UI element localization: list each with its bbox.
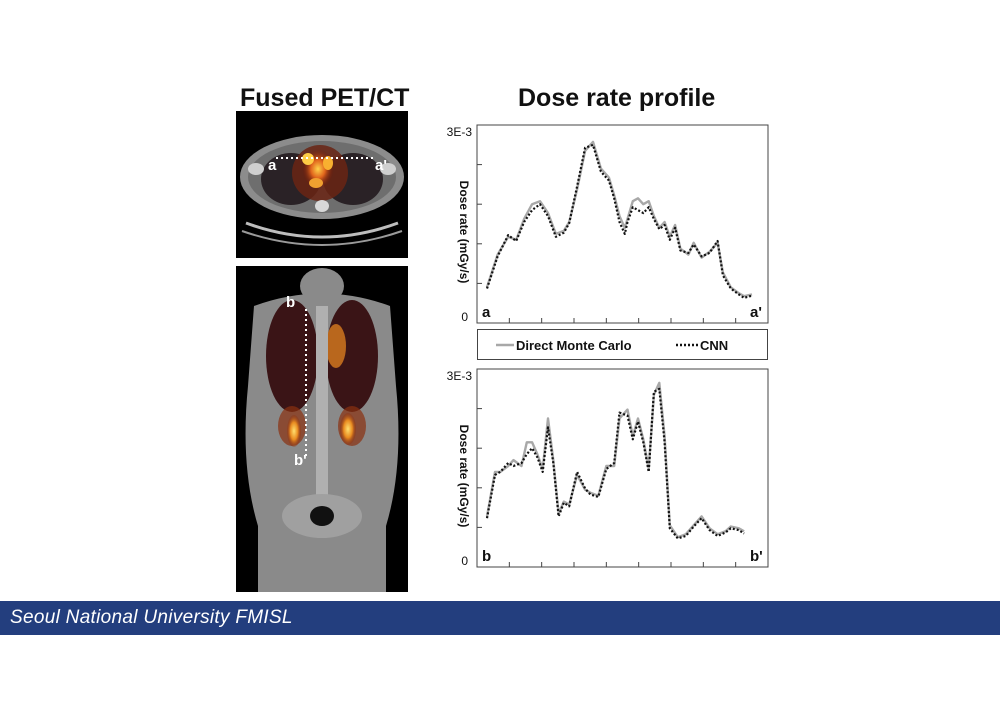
x-end-label: b' xyxy=(750,548,763,565)
x-start-label: a xyxy=(482,304,491,321)
ytick-top: 3E-3 xyxy=(447,369,473,383)
x-ticks xyxy=(477,368,737,568)
dose-rate-profile-title: Dose rate profile xyxy=(518,84,716,112)
dose-rate-chart-a: 3E-3 0 Dose rate (mGy/s) a a' xyxy=(447,124,769,324)
chart-legend: Direct Monte Carlo CNN xyxy=(477,329,768,360)
x-start-label: b xyxy=(482,548,491,565)
dose-rate-chart-b: 3E-3 0 Dose rate (mGy/s) b b' xyxy=(447,368,769,568)
footer-bar: Seoul National University FMISL xyxy=(0,601,1000,635)
series-line-monte-carlo xyxy=(485,381,745,539)
series-lines xyxy=(485,140,753,299)
ytick-top: 3E-3 xyxy=(447,125,473,139)
x-ticks xyxy=(477,124,737,324)
fused-petct-title: Fused PET/CT xyxy=(240,84,410,112)
legend-label-monte-carlo: Direct Monte Carlo xyxy=(516,338,632,353)
axial-end-label: a' xyxy=(375,157,387,174)
legend-label-cnn: CNN xyxy=(700,338,728,353)
axial-petct-image: a a' xyxy=(236,111,408,258)
axial-start-label: a xyxy=(268,157,277,174)
plot-frame xyxy=(476,124,769,324)
coronal-petct-image: b b' xyxy=(236,266,408,592)
ytick-bottom: 0 xyxy=(461,554,468,568)
y-axis-label: Dose rate (mGy/s) xyxy=(457,425,471,528)
footer-text: Seoul National University FMISL xyxy=(10,607,293,628)
x-end-label: a' xyxy=(750,304,762,321)
axial-scan-graphic xyxy=(240,135,404,246)
coronal-scan-graphic xyxy=(245,268,399,592)
plot-frame xyxy=(476,368,769,568)
ytick-bottom: 0 xyxy=(461,310,468,324)
series-line-cnn xyxy=(485,387,745,540)
coronal-start-label: b xyxy=(286,294,296,311)
y-axis-label: Dose rate (mGy/s) xyxy=(457,181,471,284)
series-lines xyxy=(485,381,745,540)
coronal-end-label: b' xyxy=(294,452,307,469)
series-line-cnn xyxy=(485,143,753,299)
